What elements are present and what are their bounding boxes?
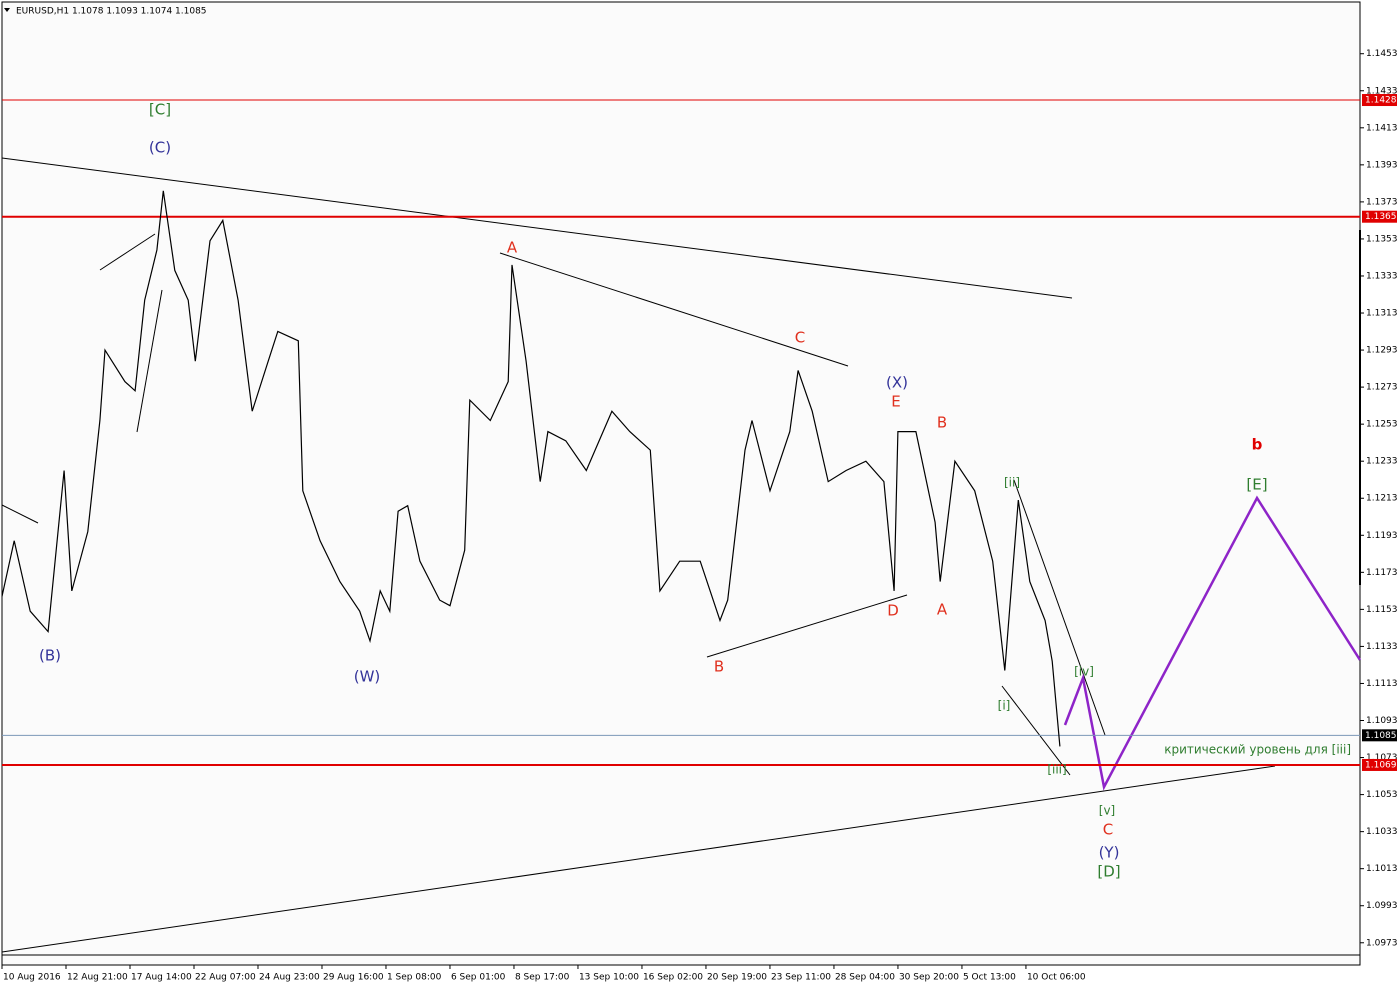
y-tick-label: 1.1293 bbox=[1366, 346, 1398, 356]
y-tick-label: 1.1053 bbox=[1366, 790, 1398, 800]
x-tick-label: 28 Sep 04:00 bbox=[835, 973, 895, 983]
level-box bbox=[1362, 210, 1397, 223]
level-label: 1.1365 bbox=[1365, 212, 1397, 222]
trendline bbox=[1, 504, 39, 524]
x-tick-label: 17 Aug 14:00 bbox=[131, 973, 192, 983]
wave-label: (B) bbox=[39, 647, 61, 665]
wave-label: (Y) bbox=[1099, 844, 1120, 862]
x-tick-label: 22 Aug 07:00 bbox=[195, 973, 256, 983]
y-tick-label: 1.1353 bbox=[1366, 234, 1398, 244]
wave-label: E bbox=[891, 393, 900, 411]
wave-label: [E] bbox=[1246, 476, 1267, 494]
x-tick-label: 8 Sep 17:00 bbox=[515, 973, 570, 983]
wave-label: C bbox=[795, 329, 805, 347]
plot-area bbox=[1, 1, 1361, 966]
wave-label: D bbox=[887, 602, 899, 620]
trendline bbox=[1001, 685, 1071, 776]
y-tick-label: 1.1093 bbox=[1366, 716, 1398, 726]
wave-label: (C) bbox=[149, 139, 171, 157]
wave-label: C bbox=[1103, 821, 1113, 839]
y-tick-label: 1.1253 bbox=[1366, 420, 1398, 430]
price-line bbox=[1, 190, 1061, 747]
y-tick-label: 1.1453 bbox=[1366, 49, 1398, 59]
level-label: 1.1069 bbox=[1365, 760, 1397, 770]
level-label: 1.1428 bbox=[1365, 96, 1397, 106]
trendline bbox=[1, 157, 1073, 299]
trendline bbox=[1, 765, 1276, 953]
level-box bbox=[1362, 758, 1397, 771]
trendline bbox=[706, 594, 908, 658]
level-box bbox=[1362, 94, 1397, 107]
wave-label: [i] bbox=[998, 699, 1011, 713]
y-tick-label: 1.1273 bbox=[1366, 383, 1398, 393]
x-tick-label: 12 Aug 21:00 bbox=[67, 973, 128, 983]
trendline bbox=[136, 289, 163, 433]
x-tick-label: 1 Sep 08:00 bbox=[387, 973, 442, 983]
chart-title: EURUSD,H1 1.1078 1.1093 1.1074 1.1085 bbox=[16, 7, 207, 17]
x-tick-label: 23 Sep 11:00 bbox=[771, 973, 831, 983]
wave-label: (W) bbox=[354, 668, 381, 686]
y-tick-label: 1.0993 bbox=[1366, 901, 1398, 911]
trendline bbox=[1013, 479, 1106, 736]
y-tick-label: 1.1433 bbox=[1366, 86, 1398, 96]
trendlines bbox=[1, 157, 1276, 953]
x-tick-label: 10 Oct 06:00 bbox=[1027, 973, 1086, 983]
x-tick-label: 10 Aug 2016 bbox=[3, 973, 61, 983]
level-note: критический уровень для [iii] bbox=[1164, 743, 1351, 757]
y-tick-label: 1.1033 bbox=[1366, 827, 1398, 837]
x-tick-label: 20 Sep 19:00 bbox=[707, 973, 767, 983]
y-tick-label: 1.1413 bbox=[1366, 123, 1398, 133]
title-marker bbox=[4, 8, 10, 12]
x-tick-label: 24 Aug 23:00 bbox=[259, 973, 320, 983]
level-box bbox=[1362, 729, 1397, 742]
x-tick-label: 13 Sep 10:00 bbox=[579, 973, 639, 983]
y-tick-label: 1.1013 bbox=[1366, 864, 1398, 874]
y-tick-label: 1.1073 bbox=[1366, 753, 1398, 763]
wave-label: [iii] bbox=[1047, 763, 1066, 777]
y-tick-label: 1.1113 bbox=[1366, 679, 1398, 689]
y-tick-label: 1.1233 bbox=[1366, 457, 1398, 467]
annotations: [C] (C) (B) (W) A C B (X) E D B A [ii] [… bbox=[39, 101, 1351, 881]
y-tick-label: 1.0973 bbox=[1366, 938, 1398, 948]
x-tick-label: 16 Sep 02:00 bbox=[643, 973, 703, 983]
wave-label: [iv] bbox=[1074, 665, 1094, 679]
level-label: 1.1085 bbox=[1365, 731, 1397, 741]
wave-label: b bbox=[1252, 436, 1263, 454]
trendline bbox=[99, 233, 156, 271]
y-tick-label: 1.1333 bbox=[1366, 271, 1398, 281]
trendline bbox=[499, 252, 849, 367]
x-tick-label: 6 Sep 01:00 bbox=[451, 973, 506, 983]
y-tick-label: 1.1173 bbox=[1366, 568, 1398, 578]
wave-label: A bbox=[937, 601, 948, 619]
wave-label: B bbox=[714, 658, 724, 676]
y-tick-label: 1.1213 bbox=[1366, 494, 1398, 504]
wave-label: [D] bbox=[1097, 863, 1120, 881]
forecast-path bbox=[1063, 495, 1362, 791]
x-tick-label: 5 Oct 13:00 bbox=[963, 973, 1016, 983]
x-tick-label: 30 Sep 20:00 bbox=[899, 973, 959, 983]
scroll-marker bbox=[1359, 230, 1361, 585]
wave-label: [C] bbox=[149, 101, 171, 119]
wave-label: A bbox=[507, 239, 518, 257]
y-tick-label: 1.1133 bbox=[1366, 642, 1398, 652]
x-tick-label: 29 Aug 16:00 bbox=[323, 973, 384, 983]
series-layer bbox=[1, 99, 1360, 766]
wave-label: [ii] bbox=[1004, 476, 1020, 490]
y-tick-label: 1.1393 bbox=[1366, 160, 1398, 170]
y-tick-label: 1.1153 bbox=[1366, 605, 1398, 615]
wave-label: B bbox=[937, 414, 947, 432]
y-tick-label: 1.1313 bbox=[1366, 309, 1398, 319]
wave-label: (X) bbox=[886, 374, 908, 392]
y-tick-label: 1.1373 bbox=[1366, 197, 1398, 207]
y-tick-label: 1.1193 bbox=[1366, 531, 1398, 541]
wave-label: [v] bbox=[1099, 804, 1115, 818]
